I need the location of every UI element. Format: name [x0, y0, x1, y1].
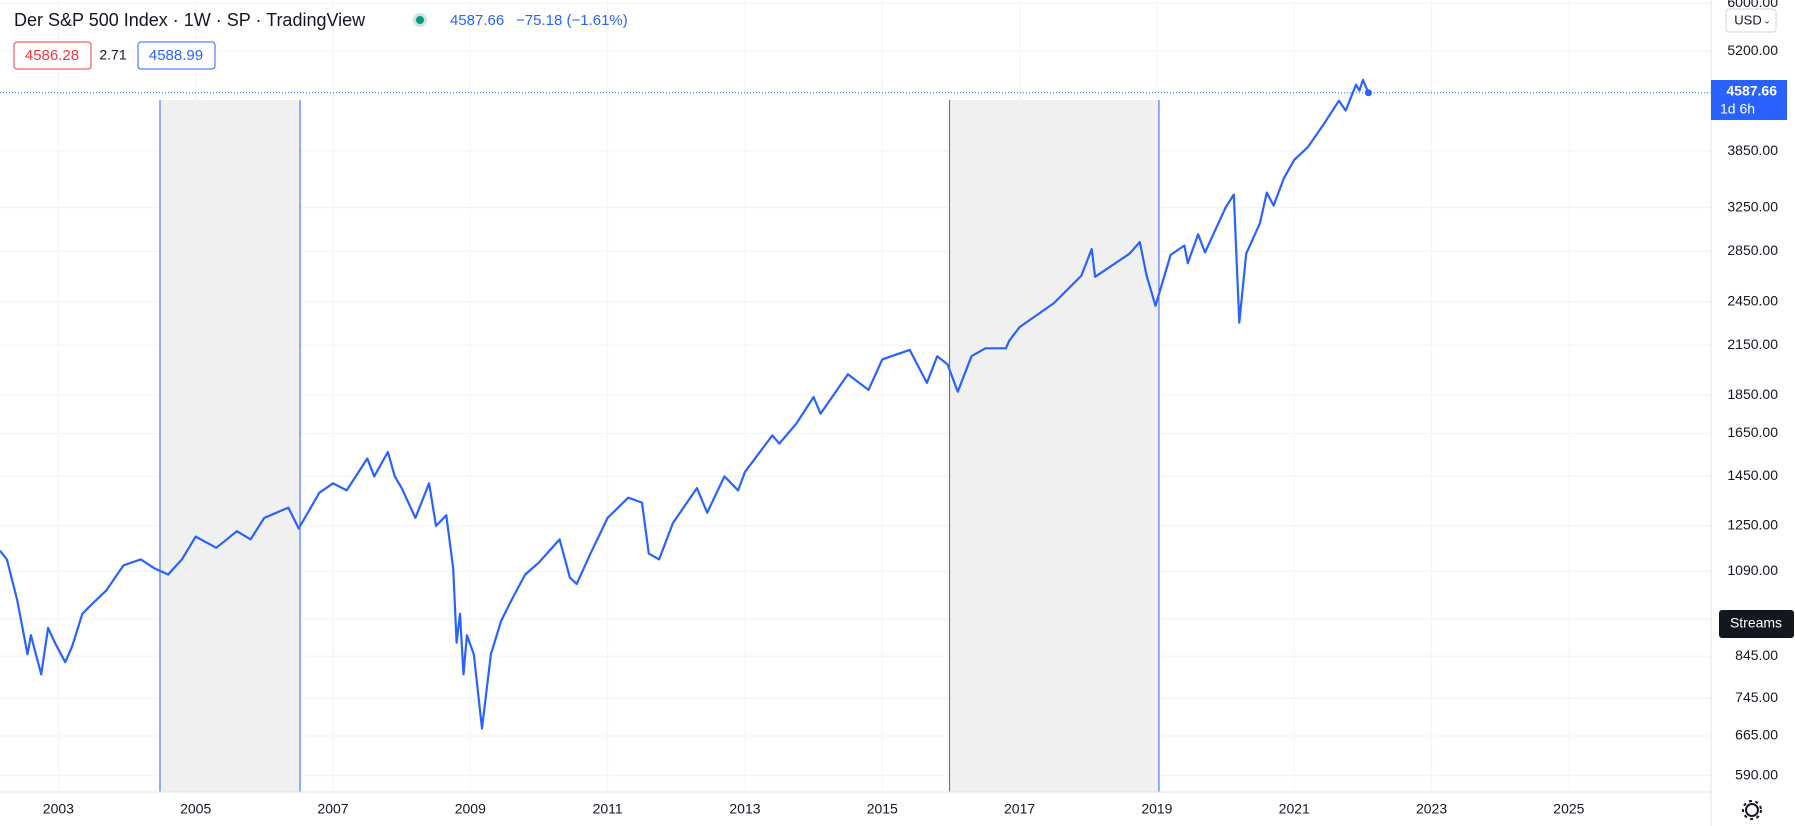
status-dot [416, 16, 424, 24]
x-tick-label: 2017 [1004, 801, 1035, 817]
currency-caret[interactable]: ⌄ [1763, 15, 1771, 25]
price-label-bg [1711, 80, 1787, 120]
shaded-range [159, 100, 301, 792]
chart-title: Der S&P 500 Index · 1W · SP · TradingVie… [14, 10, 366, 30]
buy-box[interactable] [137, 41, 216, 70]
x-tick-label: 2015 [867, 801, 898, 817]
y-tick-label: 665.00 [1735, 727, 1778, 743]
x-tick-label: 2019 [1141, 801, 1172, 817]
currency-button[interactable] [1725, 8, 1777, 33]
price-label: 4587.66 1d 6h [1711, 80, 1787, 120]
y-tick-label: 1450.00 [1727, 467, 1778, 483]
y-tick-label: 2150.00 [1727, 336, 1778, 352]
currency[interactable]: USD [1734, 12, 1761, 27]
x-tick-label: 2025 [1553, 801, 1584, 817]
x-tick-label: 2003 [43, 801, 74, 817]
axes: 590.00665.00745.00845.00945.001090.00125… [43, 0, 1778, 817]
y-tick-label: 6000.00 [1727, 0, 1778, 10]
x-tick-label: 2021 [1279, 801, 1310, 817]
gear[interactable] [1745, 803, 1759, 817]
settings-icon[interactable] [1742, 800, 1762, 820]
tooltip-bg [1719, 610, 1794, 638]
x-tick-label: 2005 [180, 801, 211, 817]
y-tick-label: 845.00 [1735, 647, 1778, 663]
y-tick-label: 5200.00 [1727, 42, 1778, 58]
price-line [0, 78, 1370, 730]
last-price: 4587.66 [450, 12, 504, 29]
y-tick-label: 1850.00 [1727, 386, 1778, 402]
price-label-value: 4587.66 [1726, 83, 1777, 99]
y-tick-label: 745.00 [1735, 689, 1778, 705]
sell-box[interactable] [13, 41, 92, 70]
shaded-ranges [159, 100, 1160, 792]
y-tick-label: 3250.00 [1727, 198, 1778, 214]
tooltip: Streams [1730, 615, 1782, 631]
x-tick-label: 2007 [317, 801, 348, 817]
y-tick-label: 2850.00 [1727, 242, 1778, 258]
price-label-countdown: 1d 6h [1720, 101, 1755, 117]
y-tick-label: 3850.00 [1727, 142, 1778, 158]
shaded-range [949, 100, 1159, 792]
y-tick-label: 1250.00 [1727, 516, 1778, 532]
last-point [1364, 89, 1372, 97]
y-tick-label: 1090.00 [1727, 562, 1778, 578]
x-tick-label: 2011 [593, 801, 623, 817]
sell-price[interactable]: 4586.28 [25, 47, 79, 64]
buy-price[interactable]: 4588.99 [149, 47, 203, 64]
y-tick-label: 590.00 [1735, 767, 1778, 783]
y-tick-label: 2450.00 [1727, 292, 1778, 308]
x-tick-label: 2023 [1416, 801, 1447, 817]
plot [0, 78, 1711, 730]
price-change: −75.18 (−1.61%) [516, 12, 628, 29]
gear-teeth[interactable] [1742, 800, 1762, 820]
y-tick-label: 1650.00 [1727, 424, 1778, 440]
x-tick-label: 2013 [729, 801, 760, 817]
x-tick-label: 2009 [455, 801, 486, 817]
spread: 2.71 [99, 47, 126, 63]
